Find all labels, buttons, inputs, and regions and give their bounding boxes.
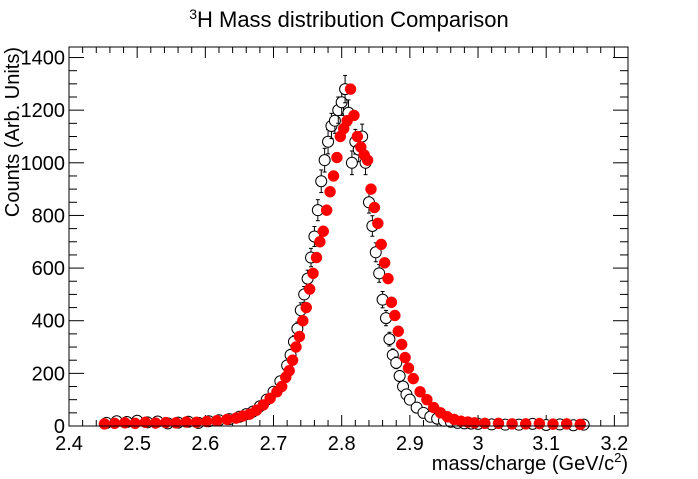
open-circle-point bbox=[373, 267, 386, 280]
x-tick-label: 2.7 bbox=[260, 433, 288, 455]
filled-red-point bbox=[492, 417, 505, 430]
filled-red-point bbox=[310, 251, 323, 264]
filled-red-point bbox=[297, 314, 309, 327]
filled-red-point bbox=[119, 417, 131, 429]
y-tick-label: 1400 bbox=[21, 48, 66, 70]
filled-red-point bbox=[108, 417, 121, 430]
open-circle-point bbox=[393, 369, 406, 382]
open-circle-point bbox=[403, 393, 416, 406]
x-axis-label-close: ) bbox=[621, 453, 628, 474]
filled-red-point bbox=[392, 325, 405, 337]
y-axis-ticks: 0 200 400 600 800 1000 1200 1400 bbox=[21, 48, 628, 438]
filled-red-point bbox=[414, 386, 426, 398]
filled-red-point bbox=[344, 83, 357, 95]
filled-red-point bbox=[320, 204, 333, 216]
x-axis-label-text: mass/charge (GeV/c bbox=[432, 453, 614, 474]
x-axis-label-superscript: 2 bbox=[614, 450, 621, 465]
filled-red-point bbox=[331, 151, 343, 164]
filled-red-point bbox=[200, 415, 213, 428]
filled-red-point bbox=[300, 301, 312, 314]
y-tick-label: 800 bbox=[32, 205, 65, 227]
filled-red-point bbox=[365, 183, 377, 195]
x-tick-label: 2.4 bbox=[55, 433, 83, 455]
filled-red-point bbox=[519, 418, 532, 430]
plot-frame bbox=[68, 46, 629, 427]
y-tick-label: 600 bbox=[32, 258, 65, 280]
filled-red-point bbox=[375, 238, 387, 251]
open-circle-point bbox=[390, 356, 403, 369]
filled-red-point bbox=[129, 417, 141, 430]
x-tick-label: 3 bbox=[472, 433, 483, 455]
chart-title-superscript: 3 bbox=[189, 6, 197, 22]
y-tick-label: 400 bbox=[32, 311, 65, 333]
filled-red-point bbox=[395, 338, 408, 351]
filled-red-point bbox=[378, 257, 391, 269]
open-circle-point bbox=[383, 333, 396, 346]
filled-red-point bbox=[361, 154, 374, 166]
x-tick-label: 2.6 bbox=[191, 433, 219, 455]
filled-red-point bbox=[314, 236, 326, 248]
y-tick-label: 200 bbox=[32, 363, 65, 385]
filled-red-point bbox=[560, 418, 573, 430]
x-tick-label: 2.9 bbox=[396, 433, 424, 455]
series-filled-red-circles bbox=[98, 83, 587, 431]
filled-red-point bbox=[389, 309, 401, 322]
chart-title: 3H Mass distribution Comparison bbox=[189, 6, 509, 32]
filled-red-point bbox=[407, 372, 420, 385]
filled-red-point bbox=[303, 283, 316, 295]
filled-red-point bbox=[351, 130, 364, 143]
filled-red-point bbox=[372, 217, 384, 230]
filled-red-point bbox=[574, 418, 587, 431]
y-tick-label: 1200 bbox=[21, 100, 66, 122]
filled-red-point bbox=[368, 201, 381, 214]
filled-red-point bbox=[149, 417, 162, 429]
filled-red-point bbox=[348, 109, 360, 122]
filled-red-point bbox=[385, 296, 398, 309]
filled-red-point bbox=[317, 225, 330, 237]
open-circle-point bbox=[369, 246, 382, 259]
filled-red-point bbox=[547, 418, 559, 430]
filled-red-point bbox=[533, 417, 546, 430]
filled-red-point bbox=[170, 417, 182, 429]
y-tick-label: 0 bbox=[54, 416, 65, 438]
x-tick-label: 2.5 bbox=[123, 433, 151, 455]
filled-red-point bbox=[479, 417, 491, 430]
open-circle-point bbox=[318, 154, 331, 167]
y-tick-label: 1000 bbox=[21, 153, 66, 175]
x-tick-label: 3.2 bbox=[600, 433, 628, 455]
y-axis-label: Counts (Arb. Units) bbox=[2, 47, 24, 217]
chart-title-text: H Mass distribution Comparison bbox=[197, 7, 509, 32]
filled-red-point bbox=[421, 393, 433, 406]
filled-red-point bbox=[307, 267, 319, 280]
open-circle-point bbox=[335, 96, 348, 109]
filled-red-point bbox=[506, 418, 518, 430]
filled-red-point bbox=[468, 417, 481, 429]
filled-red-point bbox=[327, 170, 340, 182]
x-tick-label: 3.1 bbox=[532, 433, 560, 455]
x-tick-label: 2.8 bbox=[328, 433, 356, 455]
filled-red-point bbox=[211, 414, 223, 427]
filled-red-point bbox=[382, 272, 394, 285]
open-circle-point bbox=[345, 156, 358, 169]
filled-red-point bbox=[324, 186, 336, 198]
filled-red-point bbox=[293, 330, 306, 343]
filled-red-point bbox=[290, 341, 302, 353]
filled-red-point bbox=[98, 418, 111, 430]
filled-red-point bbox=[399, 351, 411, 364]
filled-red-point bbox=[402, 362, 415, 374]
open-circle-point bbox=[315, 175, 328, 188]
x-axis-label: mass/charge (GeV/c2) bbox=[432, 450, 628, 474]
filled-red-point bbox=[283, 364, 295, 377]
filled-red-point bbox=[286, 354, 299, 366]
